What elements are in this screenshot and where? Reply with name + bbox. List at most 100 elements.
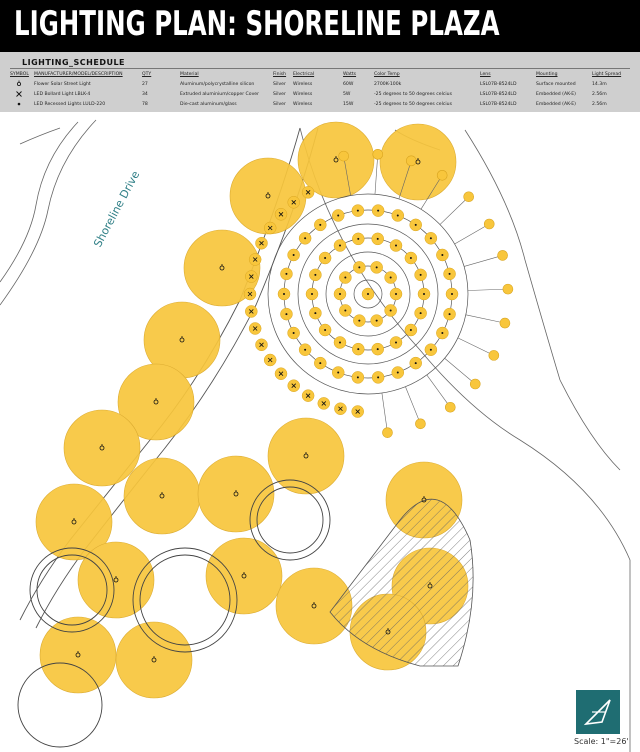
spoke-line	[405, 386, 421, 424]
recessed-light	[441, 332, 444, 335]
spoke-line	[374, 154, 379, 195]
recessed-light-symbol	[17, 102, 21, 106]
schedule-divider	[10, 68, 630, 69]
recessed-light	[414, 223, 417, 226]
row3-watts: 15W	[343, 102, 354, 107]
row1-lens: LSL07B-8524LD	[480, 82, 517, 87]
recessed-light	[414, 362, 417, 365]
header-color-temp: Color Temp	[374, 72, 400, 77]
header-light-spread: Light Spread	[592, 72, 622, 77]
bollard-light	[259, 342, 264, 348]
row3-spread: 2.56m	[592, 102, 607, 107]
bollard-light	[305, 393, 311, 398]
row2-lens: LSL07B-8524LD	[480, 92, 517, 97]
street-light	[113, 576, 119, 583]
recessed-light	[285, 313, 288, 316]
recessed-light	[357, 348, 360, 351]
spoke-line	[420, 175, 443, 210]
row2-qty: 34	[142, 92, 148, 97]
header-qty: QTY	[142, 72, 152, 77]
spoke-light	[436, 169, 448, 181]
recessed-light	[337, 214, 340, 217]
street-light	[71, 518, 77, 525]
recessed-light	[396, 371, 399, 374]
spoke-light	[488, 350, 500, 361]
bollard-light	[247, 291, 253, 297]
bollard-light	[249, 274, 254, 279]
recessed-light	[429, 237, 432, 240]
recessed-light	[389, 309, 392, 312]
recessed-light	[376, 237, 379, 240]
recessed-light	[389, 276, 392, 279]
recessed-light	[409, 328, 412, 331]
recessed-light	[324, 257, 327, 260]
recessed-light	[376, 348, 379, 351]
spoke-line	[464, 255, 503, 267]
spoke-light	[463, 191, 475, 203]
header-electrical: Electrical	[293, 72, 315, 77]
bollard-light	[305, 190, 311, 195]
street-light	[233, 490, 239, 497]
row3-color-temp: -25 degrees to 50 degrees celcius	[374, 102, 452, 107]
spoke-light	[499, 317, 511, 329]
row2-description: LED Bollard Light LBLK-4	[34, 92, 91, 97]
light-spread-circles	[35, 121, 469, 699]
row1-finish: Silver	[273, 82, 286, 87]
recessed-light	[339, 341, 341, 344]
spoke-light	[444, 401, 456, 413]
recessed-light	[395, 293, 397, 295]
street-light	[179, 336, 185, 343]
street-light	[159, 492, 165, 499]
bollard-light-symbol	[16, 91, 22, 97]
recessed-light	[375, 266, 378, 269]
spoke-light	[497, 250, 508, 261]
recessed-light	[419, 312, 422, 315]
row1-watts: 60W	[343, 82, 354, 87]
header-lens: Lens	[480, 72, 491, 77]
recessed-light	[319, 223, 322, 226]
recessed-light	[423, 293, 425, 295]
header-symbol: SYMBOL	[10, 72, 29, 77]
street-light	[303, 452, 309, 459]
row3-qty: 78	[142, 102, 148, 107]
row2-watts: 5W	[343, 92, 351, 97]
street-light	[265, 192, 271, 199]
street-light	[421, 496, 427, 503]
street-light	[333, 156, 339, 163]
plaza-rings	[17, 479, 331, 748]
recessed-light	[409, 257, 412, 260]
row2-mounting: Embedded (AK-E)	[536, 92, 576, 97]
row2-finish: Silver	[273, 92, 286, 97]
recessed-light	[396, 214, 399, 217]
spoke-line	[444, 358, 476, 385]
recessed-light	[358, 266, 361, 269]
street-light	[99, 444, 105, 451]
recessed-light	[356, 376, 359, 379]
radial-spokes	[338, 149, 514, 438]
lighting-schedule: LIGHTING_SCHEDULE SYMBOL MANUFACTURER/MO…	[0, 52, 640, 112]
schedule-title: LIGHTING_SCHEDULE	[22, 58, 126, 67]
bollard-light	[252, 257, 258, 262]
spoke-light	[382, 427, 393, 438]
recessed-light	[344, 276, 347, 279]
street-light	[75, 651, 81, 658]
street-label: Shoreline Drive	[91, 169, 142, 250]
spoke-line	[454, 223, 490, 245]
street-light-symbol	[17, 80, 22, 87]
scale-label: Scale: 1"=26'	[574, 737, 629, 746]
title-bar: LIGHTING PLAN: SHORELINE PLAZA	[0, 0, 640, 52]
row2-spread: 2.56m	[592, 92, 607, 97]
recessed-light	[375, 319, 378, 322]
recessed-light	[344, 309, 347, 312]
spoke-line	[439, 196, 469, 225]
street-light	[311, 602, 317, 609]
recessed-light	[377, 209, 380, 212]
spoke-light	[469, 378, 481, 390]
row2-material: Extruded aluminium/copper Cover	[180, 92, 260, 97]
recessed-light	[395, 341, 397, 344]
row2-color-temp: -25 degrees to 50 degrees celcius	[374, 92, 452, 97]
recessed-light	[337, 371, 340, 374]
recessed-light	[292, 253, 295, 256]
road-edges	[0, 119, 631, 752]
